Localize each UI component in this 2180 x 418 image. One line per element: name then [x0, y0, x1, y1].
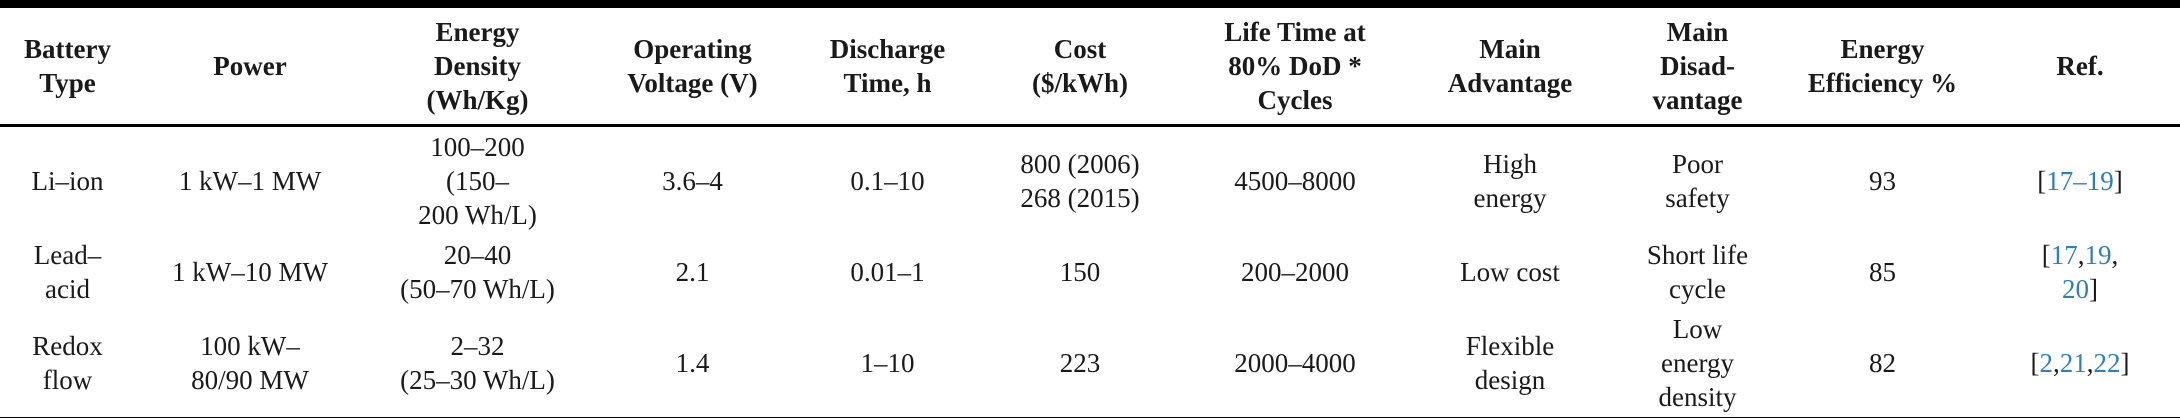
cell-battery-type: Lead– acid	[33, 240, 102, 304]
column-header-discharge-time: Discharge Time, h	[795, 4, 980, 127]
table-body: Li–ion 1 kW–1 MW 100–200 (150– 200 Wh/L)…	[0, 126, 2180, 418]
citation-punctuation: [	[2037, 166, 2047, 196]
cell-life-time: 4500–8000	[1234, 166, 1356, 196]
citation-punctuation: ,	[2053, 348, 2060, 378]
cell-operating-voltage: 2.1	[675, 257, 710, 287]
cell-operating-voltage: 3.6–4	[662, 166, 723, 196]
citation-link[interactable]: 20	[2062, 274, 2089, 304]
cell-main-disadvantage: Poor safety	[1665, 149, 1730, 213]
cell-battery-type: Li–ion	[31, 166, 104, 196]
cell-cost: 150	[1059, 257, 1101, 287]
cell-energy-efficiency: 93	[1869, 166, 1896, 196]
column-header-life-time: Life Time at 80% DoD * Cycles	[1180, 4, 1410, 127]
citation-link[interactable]: 22	[2093, 348, 2121, 378]
citation-link[interactable]: 2	[2039, 348, 2054, 378]
cell-main-advantage: Low cost	[1460, 257, 1560, 287]
column-header-ref: Ref.	[1980, 4, 2180, 127]
citation-link[interactable]: 17	[2050, 240, 2078, 270]
cell-cost: 800 (2006) 268 (2015)	[1020, 149, 1140, 213]
citation-punctuation: ]	[2089, 274, 2098, 304]
table-row-lead-acid: Lead– acid 1 kW–10 MW 20–40 (50–70 Wh/L)…	[0, 235, 2180, 309]
column-header-main-advantage: Main Advantage	[1410, 4, 1610, 127]
citation-punctuation: ]	[2113, 166, 2123, 196]
citation-punctuation: ]	[2120, 348, 2130, 378]
cell-discharge-time: 1–10	[860, 348, 915, 378]
column-header-operating-voltage: Operating Voltage (V)	[590, 4, 795, 127]
cell-ref: [17–19]	[1980, 126, 2180, 236]
cell-energy-efficiency: 82	[1869, 348, 1896, 378]
column-header-power: Power	[135, 4, 365, 127]
cell-power: 100 kW– 80/90 MW	[191, 331, 309, 395]
column-header-energy-efficiency: Energy Efficiency %	[1785, 4, 1980, 127]
cell-energy-density: 2–32 (25–30 Wh/L)	[400, 331, 555, 395]
cell-main-advantage: High energy	[1473, 149, 1547, 213]
citation-punctuation: [	[2030, 348, 2040, 378]
column-header-cost: Cost ($/kWh)	[980, 4, 1180, 127]
cell-discharge-time: 0.1–10	[850, 166, 925, 196]
citation-punctuation: [	[2041, 240, 2051, 270]
cell-main-advantage: Flexible design	[1465, 331, 1555, 395]
citation-punctuation: ,	[2111, 240, 2119, 270]
citation-link[interactable]: 19	[2084, 240, 2112, 270]
cell-power: 1 kW–1 MW	[178, 166, 322, 196]
cell-life-time: 200–2000	[1241, 257, 1349, 287]
cell-discharge-time: 0.01–1	[850, 257, 925, 287]
cell-power: 1 kW–10 MW	[172, 257, 328, 287]
table-row-li-ion: Li–ion 1 kW–1 MW 100–200 (150– 200 Wh/L)…	[0, 126, 2180, 236]
cell-life-time: 2000–4000	[1234, 348, 1356, 378]
table-row-redox-flow: Redox flow 100 kW– 80/90 MW 2–32 (25–30 …	[0, 309, 2180, 418]
cell-battery-type: Redox flow	[32, 331, 103, 395]
citation-link[interactable]: 17–19	[2046, 166, 2114, 196]
cell-main-disadvantage: Low energy density	[1658, 314, 1737, 412]
cell-main-disadvantage: Short life cycle	[1646, 240, 1749, 304]
table-header: Battery Type Power Energy Density (Wh/Kg…	[0, 4, 2180, 127]
citation-punctuation: ,	[2077, 240, 2085, 270]
cell-energy-density: 20–40 (50–70 Wh/L)	[400, 240, 555, 304]
cell-operating-voltage: 1.4	[675, 348, 710, 378]
column-header-main-disadvantage: Main Disad- vantage	[1610, 4, 1785, 127]
citation-punctuation: ,	[2086, 348, 2094, 378]
cell-cost: 223	[1059, 348, 1101, 378]
column-header-battery-type: Battery Type	[0, 4, 135, 127]
cell-ref: [2,21,22]	[1980, 309, 2180, 418]
cell-energy-efficiency: 85	[1869, 257, 1896, 287]
cell-ref: [17,19, 20]	[1980, 235, 2180, 309]
column-header-energy-density: Energy Density (Wh/Kg)	[365, 4, 590, 127]
header-row: Battery Type Power Energy Density (Wh/Kg…	[0, 4, 2180, 127]
citation-link[interactable]: 21	[2059, 348, 2087, 378]
cell-energy-density: 100–200 (150– 200 Wh/L)	[418, 132, 537, 230]
